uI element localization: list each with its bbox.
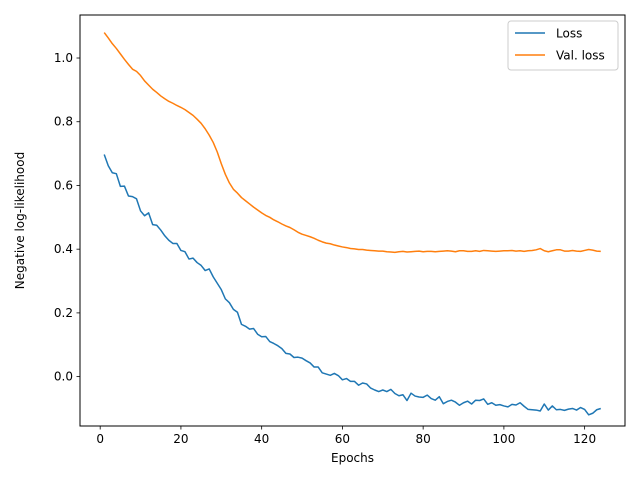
x-tick-label: 120 [573,432,596,446]
x-tick-label: 0 [96,432,104,446]
x-tick-label: 40 [254,432,269,446]
y-tick-label: 0.2 [54,306,73,320]
x-tick-label: 80 [416,432,431,446]
x-tick-label: 60 [335,432,350,446]
x-axis-label: Epochs [331,451,374,465]
series-line-val-loss [103,32,601,254]
legend-label-val-loss: Val. loss [556,49,605,63]
x-tick-label: 20 [173,432,188,446]
y-axis: 0.0 0.2 0.4 0.6 0.8 1.0 [54,51,80,384]
y-axis-label: Negative log-likelihood [13,152,27,289]
y-tick-label: 0.8 [54,115,73,129]
series-layer [103,32,602,416]
plot-frame [79,14,626,427]
y-tick-label: 0.6 [54,178,73,192]
legend: Loss Val. loss [507,20,619,71]
legend-label-loss: Loss [556,27,582,41]
y-tick-label: 1.0 [54,51,73,65]
y-tick-label: 0.4 [54,242,73,256]
series-line-loss [103,154,602,416]
x-tick-label: 100 [492,432,515,446]
y-tick-label: 0.0 [54,370,73,384]
x-axis: 0 20 40 60 80 100 120 [96,426,596,446]
